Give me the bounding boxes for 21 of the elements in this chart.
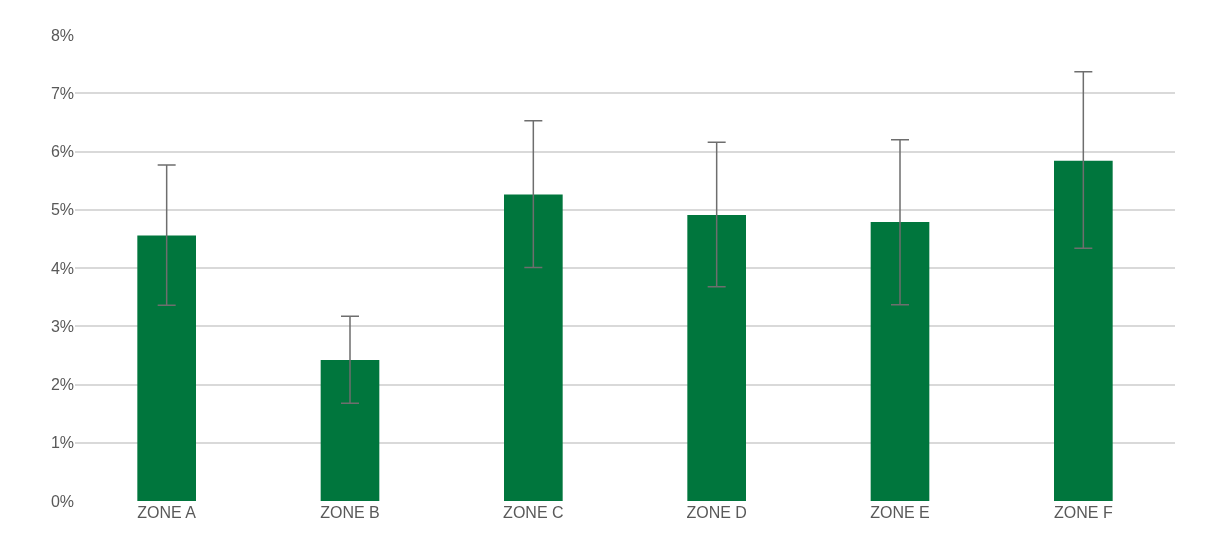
y-tick-label: 4% — [50, 259, 74, 277]
bar — [320, 360, 380, 501]
bar — [1054, 160, 1113, 501]
x-tick-label: ZONE E — [870, 504, 930, 521]
bar — [504, 194, 563, 501]
bar — [687, 214, 746, 501]
y-tick-label: 7% — [50, 84, 74, 102]
y-tick-label: 3% — [50, 317, 74, 335]
y-tick-label: 6% — [50, 143, 74, 161]
y-tick-label: 1% — [50, 434, 74, 452]
bar — [137, 235, 196, 501]
x-tick-label: ZONE F — [1053, 504, 1113, 521]
x-tick-label: ZONE C — [503, 504, 564, 521]
y-tick-label: 0% — [50, 492, 74, 510]
x-tick-label: ZONE D — [686, 504, 747, 521]
y-tick-label: 2% — [50, 376, 74, 394]
x-tick-label: ZONE B — [320, 504, 380, 521]
y-tick-label: 8% — [50, 26, 74, 44]
bar — [870, 221, 930, 501]
y-tick-label: 5% — [50, 201, 74, 219]
x-tick-label: ZONE A — [137, 504, 197, 521]
